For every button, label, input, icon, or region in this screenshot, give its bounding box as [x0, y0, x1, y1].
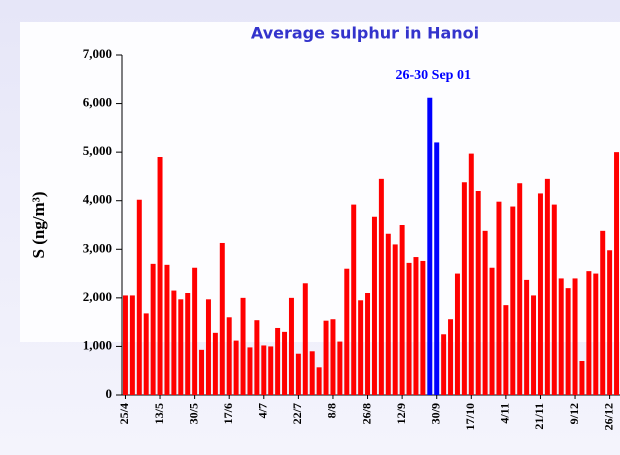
bar: [475, 191, 481, 395]
bar: [496, 201, 502, 395]
bar: [614, 152, 620, 395]
bar: [316, 367, 322, 395]
bar: [531, 295, 537, 395]
bar: [240, 297, 246, 395]
bar: [489, 267, 495, 395]
bar: [593, 273, 599, 395]
y-axis-label: S (ng/m³): [29, 192, 48, 259]
bar: [454, 273, 460, 395]
bar: [295, 353, 301, 395]
bar: [136, 199, 142, 395]
bar: [427, 97, 433, 395]
bar: [164, 264, 170, 395]
y-tick-label: 2,000: [83, 289, 112, 304]
bar: [233, 340, 239, 395]
bar: [212, 332, 218, 395]
x-tick-label: 26/8: [359, 403, 373, 424]
bar: [247, 347, 253, 395]
bar: [482, 230, 488, 395]
bar: [185, 293, 191, 395]
bar: [330, 319, 336, 395]
bar: [510, 206, 516, 395]
y-tick-label: 1,000: [83, 337, 112, 352]
x-tick-label: 21/11: [532, 403, 546, 430]
bar: [122, 295, 128, 395]
y-tick-label: 4,000: [83, 192, 112, 207]
bar: [261, 345, 267, 395]
y-tick-label: 7,000: [83, 46, 112, 61]
bar: [365, 293, 371, 395]
bar: [150, 263, 156, 395]
bar: [600, 230, 606, 395]
bar: [448, 319, 454, 395]
bar: [268, 346, 274, 395]
bar: [461, 182, 467, 395]
bar: [503, 305, 509, 395]
y-tick-label: 5,000: [83, 143, 112, 158]
bar: [551, 204, 557, 395]
x-tick-label: 4/11: [498, 403, 512, 424]
bar: [434, 142, 440, 395]
bar: [337, 341, 343, 395]
bar: [171, 290, 177, 395]
bar: [309, 351, 315, 395]
y-tick-label: 3,000: [83, 240, 112, 255]
bar: [544, 178, 550, 395]
bar: [392, 244, 398, 395]
x-tick-label: 22/7: [290, 403, 304, 424]
bar: [199, 349, 205, 395]
bar: [572, 278, 578, 395]
bar: [586, 271, 592, 395]
bar: [385, 233, 391, 395]
bar: [579, 361, 585, 395]
bar: [178, 299, 184, 395]
bar: [558, 278, 564, 395]
bar: [413, 257, 419, 395]
x-tick-label: 25/4: [117, 403, 131, 424]
x-tick-label: 26/12: [601, 403, 615, 430]
bar: [468, 153, 474, 395]
bar: [205, 299, 211, 395]
bar: [524, 279, 530, 395]
bar: [371, 216, 377, 395]
bar: [399, 225, 405, 395]
bar: [219, 242, 225, 395]
x-tick-label: 17/6: [221, 403, 235, 424]
bar: [344, 268, 350, 395]
bar: [129, 295, 135, 395]
bar: [143, 313, 149, 395]
bar: [537, 193, 543, 395]
bar: [565, 288, 571, 395]
chart-title: Average sulphur in Hanoi: [251, 24, 479, 43]
bar: [323, 320, 329, 395]
annotation: 26-30 Sep 01: [396, 68, 471, 83]
y-tick-label: 6,000: [83, 95, 112, 110]
bar: [441, 334, 447, 395]
bar: [302, 283, 308, 395]
x-tick-label: 8/8: [325, 403, 339, 418]
x-tick-label: 13/5: [152, 403, 166, 424]
x-tick-label: 30/5: [186, 403, 200, 424]
x-tick-label: 30/9: [428, 403, 442, 424]
y-tick-label: 0: [106, 386, 113, 401]
bar: [282, 331, 288, 395]
bar: [288, 297, 294, 395]
x-tick-label: 17/10: [463, 403, 477, 430]
bar: [406, 262, 412, 395]
x-tick-label: 12/9: [394, 403, 408, 424]
bar: [420, 260, 426, 395]
bar: [378, 178, 384, 395]
x-tick-label: 9/12: [567, 403, 581, 424]
bar: [607, 250, 613, 395]
x-tick-label: 4/7: [256, 403, 270, 418]
bar: [192, 267, 198, 395]
bar: [226, 317, 232, 395]
bar: [351, 204, 357, 395]
bar: [254, 320, 260, 395]
bar: [157, 157, 163, 395]
bar: [517, 183, 523, 395]
bar: [275, 327, 281, 395]
bar: [358, 300, 364, 395]
